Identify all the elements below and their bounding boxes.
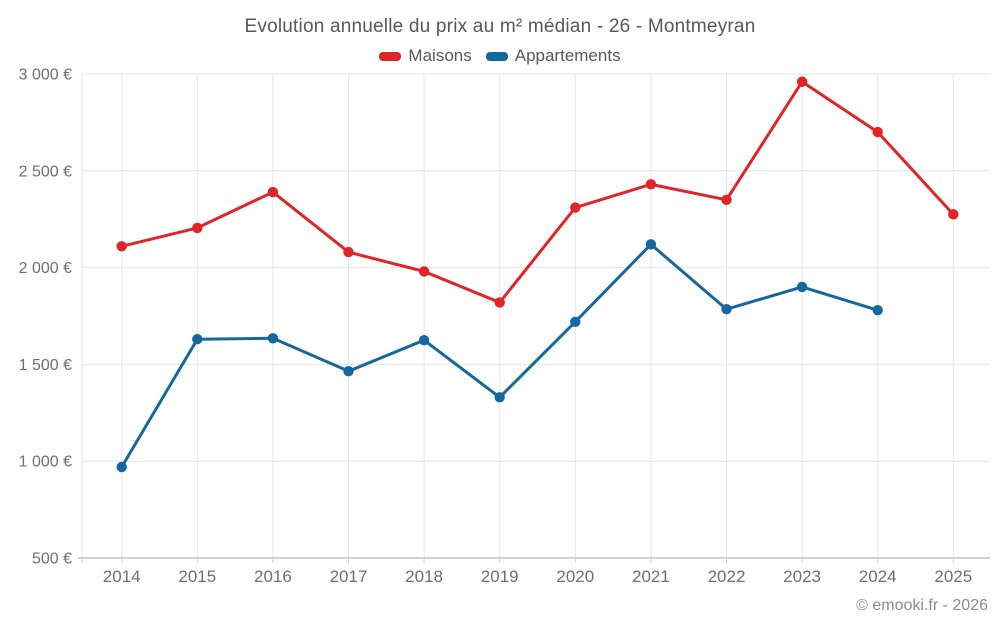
data-point-maisons-2020[interactable]: [570, 202, 581, 213]
data-point-appartements-2015[interactable]: [192, 334, 203, 345]
x-axis-label: 2023: [783, 567, 821, 586]
data-point-maisons-2014[interactable]: [116, 241, 127, 252]
data-point-appartements-2019[interactable]: [494, 392, 505, 403]
chart-title: Evolution annuelle du prix au m² médian …: [244, 16, 756, 37]
data-point-maisons-2018[interactable]: [418, 266, 430, 277]
data-point-appartements-2014[interactable]: [116, 461, 127, 473]
data-point-appartements-2021[interactable]: [645, 239, 657, 250]
data-point-appartements-2023[interactable]: [796, 281, 808, 293]
x-axis-label: 2025: [934, 567, 972, 586]
data-point-maisons-2021[interactable]: [645, 179, 657, 190]
data-point-maisons-2022[interactable]: [721, 194, 732, 206]
maisons-line: [120, 80, 955, 304]
data-point-appartements-2016[interactable]: [267, 333, 279, 344]
data-point-appartements-2020[interactable]: [570, 316, 581, 328]
data-point-maisons-2015[interactable]: [192, 222, 203, 234]
y-axis-label: 2 500 €: [19, 163, 72, 180]
legend-item-maisons[interactable]: Maisons: [379, 46, 472, 66]
y-axis-label: 1 500 €: [19, 357, 72, 374]
chart-legend: Maisons Appartements: [0, 46, 1000, 66]
x-axis-label: 2016: [254, 567, 292, 586]
data-point-maisons-2023[interactable]: [796, 76, 808, 87]
data-point-maisons-2016[interactable]: [267, 186, 279, 198]
x-axis-label: 2017: [330, 567, 368, 586]
legend-label-maisons: Maisons: [408, 46, 472, 65]
data-point-appartements-2017[interactable]: [343, 365, 354, 377]
data-point-appartements-2018[interactable]: [418, 335, 430, 346]
data-point-appartements-2022[interactable]: [721, 304, 732, 315]
x-axis-label: 2015: [178, 567, 216, 586]
legend-item-appartements[interactable]: Appartements: [485, 46, 621, 66]
maisons-series-swatch-icon: [379, 51, 402, 61]
x-axis-label: 2021: [632, 567, 670, 586]
x-axis-label: 2014: [103, 567, 141, 586]
y-axis-label: 500 €: [32, 551, 72, 568]
y-axis-label: 3 000 €: [19, 67, 72, 84]
data-point-maisons-2019[interactable]: [494, 297, 505, 308]
appartements-series-swatch-icon: [485, 51, 508, 61]
x-axis-label: 2019: [481, 567, 519, 586]
x-axis-label: 2022: [708, 567, 746, 586]
data-point-maisons-2025[interactable]: [948, 209, 959, 220]
x-axis-label: 2020: [556, 567, 594, 586]
y-axis-label: 2 000 €: [19, 260, 72, 277]
copyright-text: © emooki.fr - 2026: [856, 597, 988, 614]
y-axis-label: 1 000 €: [19, 454, 72, 471]
x-axis-label: 2024: [859, 567, 897, 586]
data-point-maisons-2017[interactable]: [343, 246, 354, 258]
data-point-maisons-2024[interactable]: [872, 126, 883, 138]
x-axis-label: 2018: [405, 567, 443, 586]
data-point-appartements-2024[interactable]: [872, 304, 883, 316]
legend-label-appartements: Appartements: [514, 46, 621, 65]
